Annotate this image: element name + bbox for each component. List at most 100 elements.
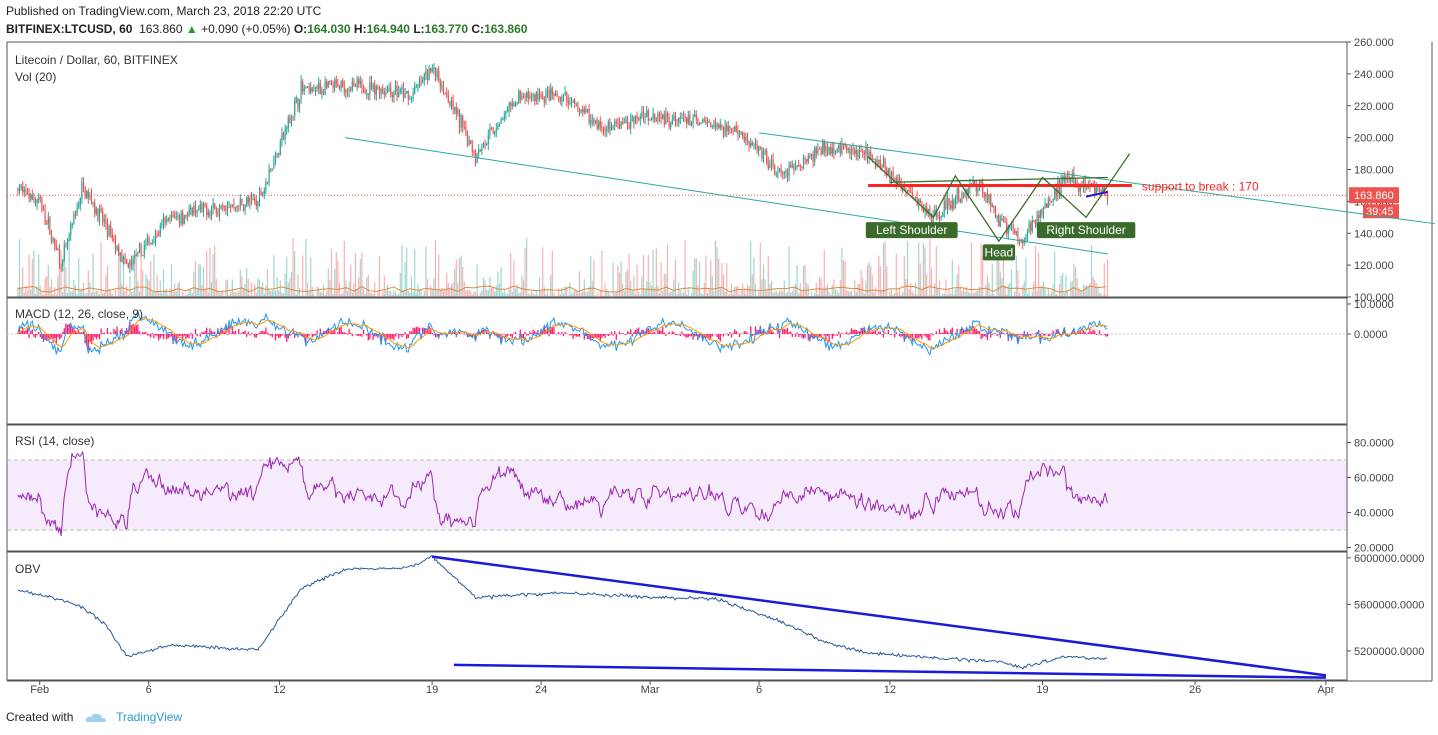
candle-body	[673, 116, 674, 120]
candle-body	[585, 109, 586, 113]
volume-bar	[296, 294, 297, 297]
volume-bar	[169, 288, 170, 297]
volume-bar	[965, 292, 966, 297]
candle-body	[541, 94, 542, 97]
candle-body	[246, 197, 247, 205]
volume-bar	[824, 250, 825, 297]
candle-body	[201, 204, 202, 212]
volume-bar	[841, 248, 842, 297]
volume-bar	[342, 293, 343, 297]
volume-bar	[104, 292, 105, 297]
volume-bar	[494, 292, 495, 297]
candle-body	[691, 123, 692, 125]
volume-bar	[659, 293, 660, 297]
volume-bar	[237, 293, 238, 297]
volume-bar	[896, 253, 897, 297]
candle-body	[694, 115, 695, 116]
candle-body	[907, 190, 908, 191]
candle-body	[213, 203, 214, 208]
candle-body	[491, 128, 492, 129]
volume-bar	[888, 296, 889, 297]
candle-body	[725, 125, 726, 135]
volume-bar	[886, 266, 887, 297]
volume-bar	[361, 253, 362, 297]
volume-bar	[339, 283, 340, 297]
candle-body	[878, 160, 879, 161]
volume-bar	[321, 292, 322, 297]
candle-body	[993, 206, 994, 209]
candle-body	[1107, 196, 1108, 199]
candle-body	[683, 117, 684, 118]
candle-body	[1029, 223, 1030, 228]
volume-bar	[270, 291, 271, 297]
candle-body	[416, 86, 417, 87]
volume-bar	[409, 293, 410, 297]
volume-bar	[345, 280, 346, 297]
volume-bar	[125, 291, 126, 297]
volume-bar	[457, 282, 458, 297]
volume-bar	[254, 284, 255, 297]
candle-body	[1035, 221, 1036, 225]
candle-body	[384, 91, 385, 94]
candle-body	[1019, 239, 1020, 240]
volume-bar	[891, 290, 892, 297]
x-tick-label: Mar	[641, 684, 660, 696]
volume-bar	[1027, 294, 1028, 297]
candle-body	[944, 201, 945, 213]
volume-bar	[1104, 263, 1105, 297]
volume-bar	[30, 290, 31, 297]
volume-bar	[41, 293, 42, 297]
candle-body	[723, 127, 724, 135]
volume-bar	[600, 290, 601, 297]
candle-body	[94, 203, 95, 214]
volume-bar	[1029, 290, 1030, 297]
candle-body	[251, 198, 252, 199]
volume-bar	[950, 293, 951, 297]
volume-bar	[33, 250, 34, 297]
candle-body	[189, 209, 190, 216]
candle-body	[478, 150, 479, 154]
candle-body	[603, 128, 604, 130]
volume-bar	[393, 290, 394, 297]
candle-body	[829, 147, 830, 154]
volume-bar	[225, 280, 226, 297]
candle-body	[219, 209, 220, 215]
volume-bar	[557, 296, 558, 297]
volume-bar	[389, 291, 390, 297]
candle-body	[72, 224, 73, 226]
volume-bar	[641, 277, 642, 297]
y-tick-label: 5200000.0000	[1354, 646, 1424, 658]
volume-bar	[827, 284, 828, 297]
volume-bar	[97, 291, 98, 297]
candle-body	[558, 96, 559, 97]
pane-frame-0	[7, 42, 1347, 297]
candle-body	[624, 123, 625, 124]
volume-bar	[689, 296, 690, 297]
volume-bar	[528, 293, 529, 297]
volume-bar	[187, 294, 188, 297]
candle-body	[712, 127, 713, 128]
candle-body	[888, 169, 889, 175]
candle-body	[440, 80, 441, 87]
volume-bar	[64, 252, 65, 297]
volume-bar	[112, 294, 113, 297]
candle-body	[686, 118, 687, 124]
volume-bar	[229, 295, 230, 297]
volume-bar	[696, 258, 697, 297]
candle-body	[358, 79, 359, 84]
volume-bar	[670, 291, 671, 297]
volume-bar	[368, 274, 369, 297]
volume-bar	[75, 285, 76, 297]
candle-body	[360, 81, 361, 83]
candle-body	[297, 98, 298, 109]
candle-body	[125, 257, 126, 260]
candle-body	[827, 146, 828, 154]
candle-body	[752, 143, 753, 146]
candle-body	[811, 154, 812, 156]
volume-bar	[592, 281, 593, 297]
tradingview-brand[interactable]: TradingView	[116, 710, 182, 724]
candle-body	[313, 90, 314, 91]
volume-bar	[518, 293, 519, 297]
volume-bar	[510, 253, 511, 297]
